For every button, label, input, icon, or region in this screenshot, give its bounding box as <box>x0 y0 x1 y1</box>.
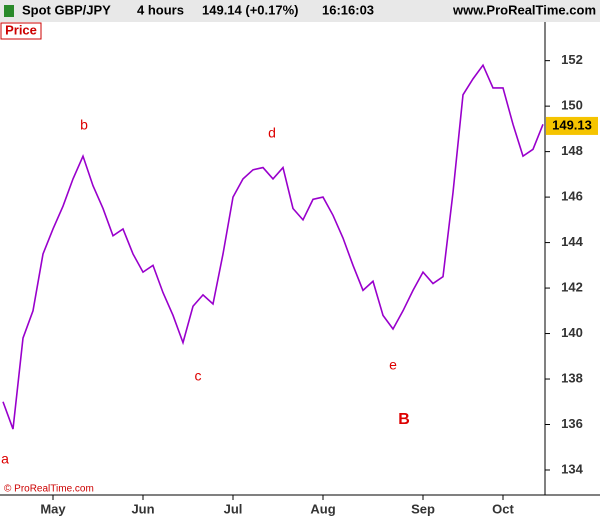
x-tick-label: Jun <box>131 501 154 516</box>
wave-label: B <box>398 411 410 428</box>
y-tick-label: 136 <box>561 416 583 431</box>
price-label: Price <box>5 22 37 37</box>
wave-label: d <box>268 125 276 141</box>
wave-label: e <box>389 357 397 373</box>
current-price-label: 149.13 <box>552 117 592 132</box>
x-tick-label: Sep <box>411 501 435 516</box>
time: 16:16:03 <box>322 2 374 17</box>
x-tick-label: Jul <box>224 501 243 516</box>
x-tick-label: May <box>40 501 66 516</box>
y-tick-label: 138 <box>561 370 583 385</box>
y-tick-label: 142 <box>561 280 583 295</box>
y-tick-label: 146 <box>561 189 583 204</box>
current-price-box <box>546 116 598 135</box>
quote: 149.14 (+0.17%) <box>202 2 298 17</box>
wave-label: c <box>195 368 202 384</box>
x-tick-label: Oct <box>492 501 514 516</box>
price-label-box <box>0 22 42 40</box>
x-tick-label: Aug <box>310 501 335 516</box>
icon <box>4 5 14 17</box>
copyright: © ProRealTime.com <box>4 484 94 495</box>
y-tick-label: 134 <box>561 461 583 476</box>
y-tick-label: 150 <box>561 98 583 113</box>
interval: 4 hours <box>137 2 184 17</box>
y-tick-label: 148 <box>561 143 583 158</box>
site: www.ProRealTime.com <box>452 2 596 17</box>
y-tick-label: 152 <box>561 52 583 67</box>
wave-label: b <box>80 117 88 133</box>
price-line <box>2 63 544 430</box>
y-tick-label: 144 <box>561 234 583 249</box>
header-bar <box>0 0 600 22</box>
y-tick-label: 140 <box>561 325 583 340</box>
wave-label: a <box>1 451 9 467</box>
symbol: Spot GBP/JPY <box>22 2 111 17</box>
